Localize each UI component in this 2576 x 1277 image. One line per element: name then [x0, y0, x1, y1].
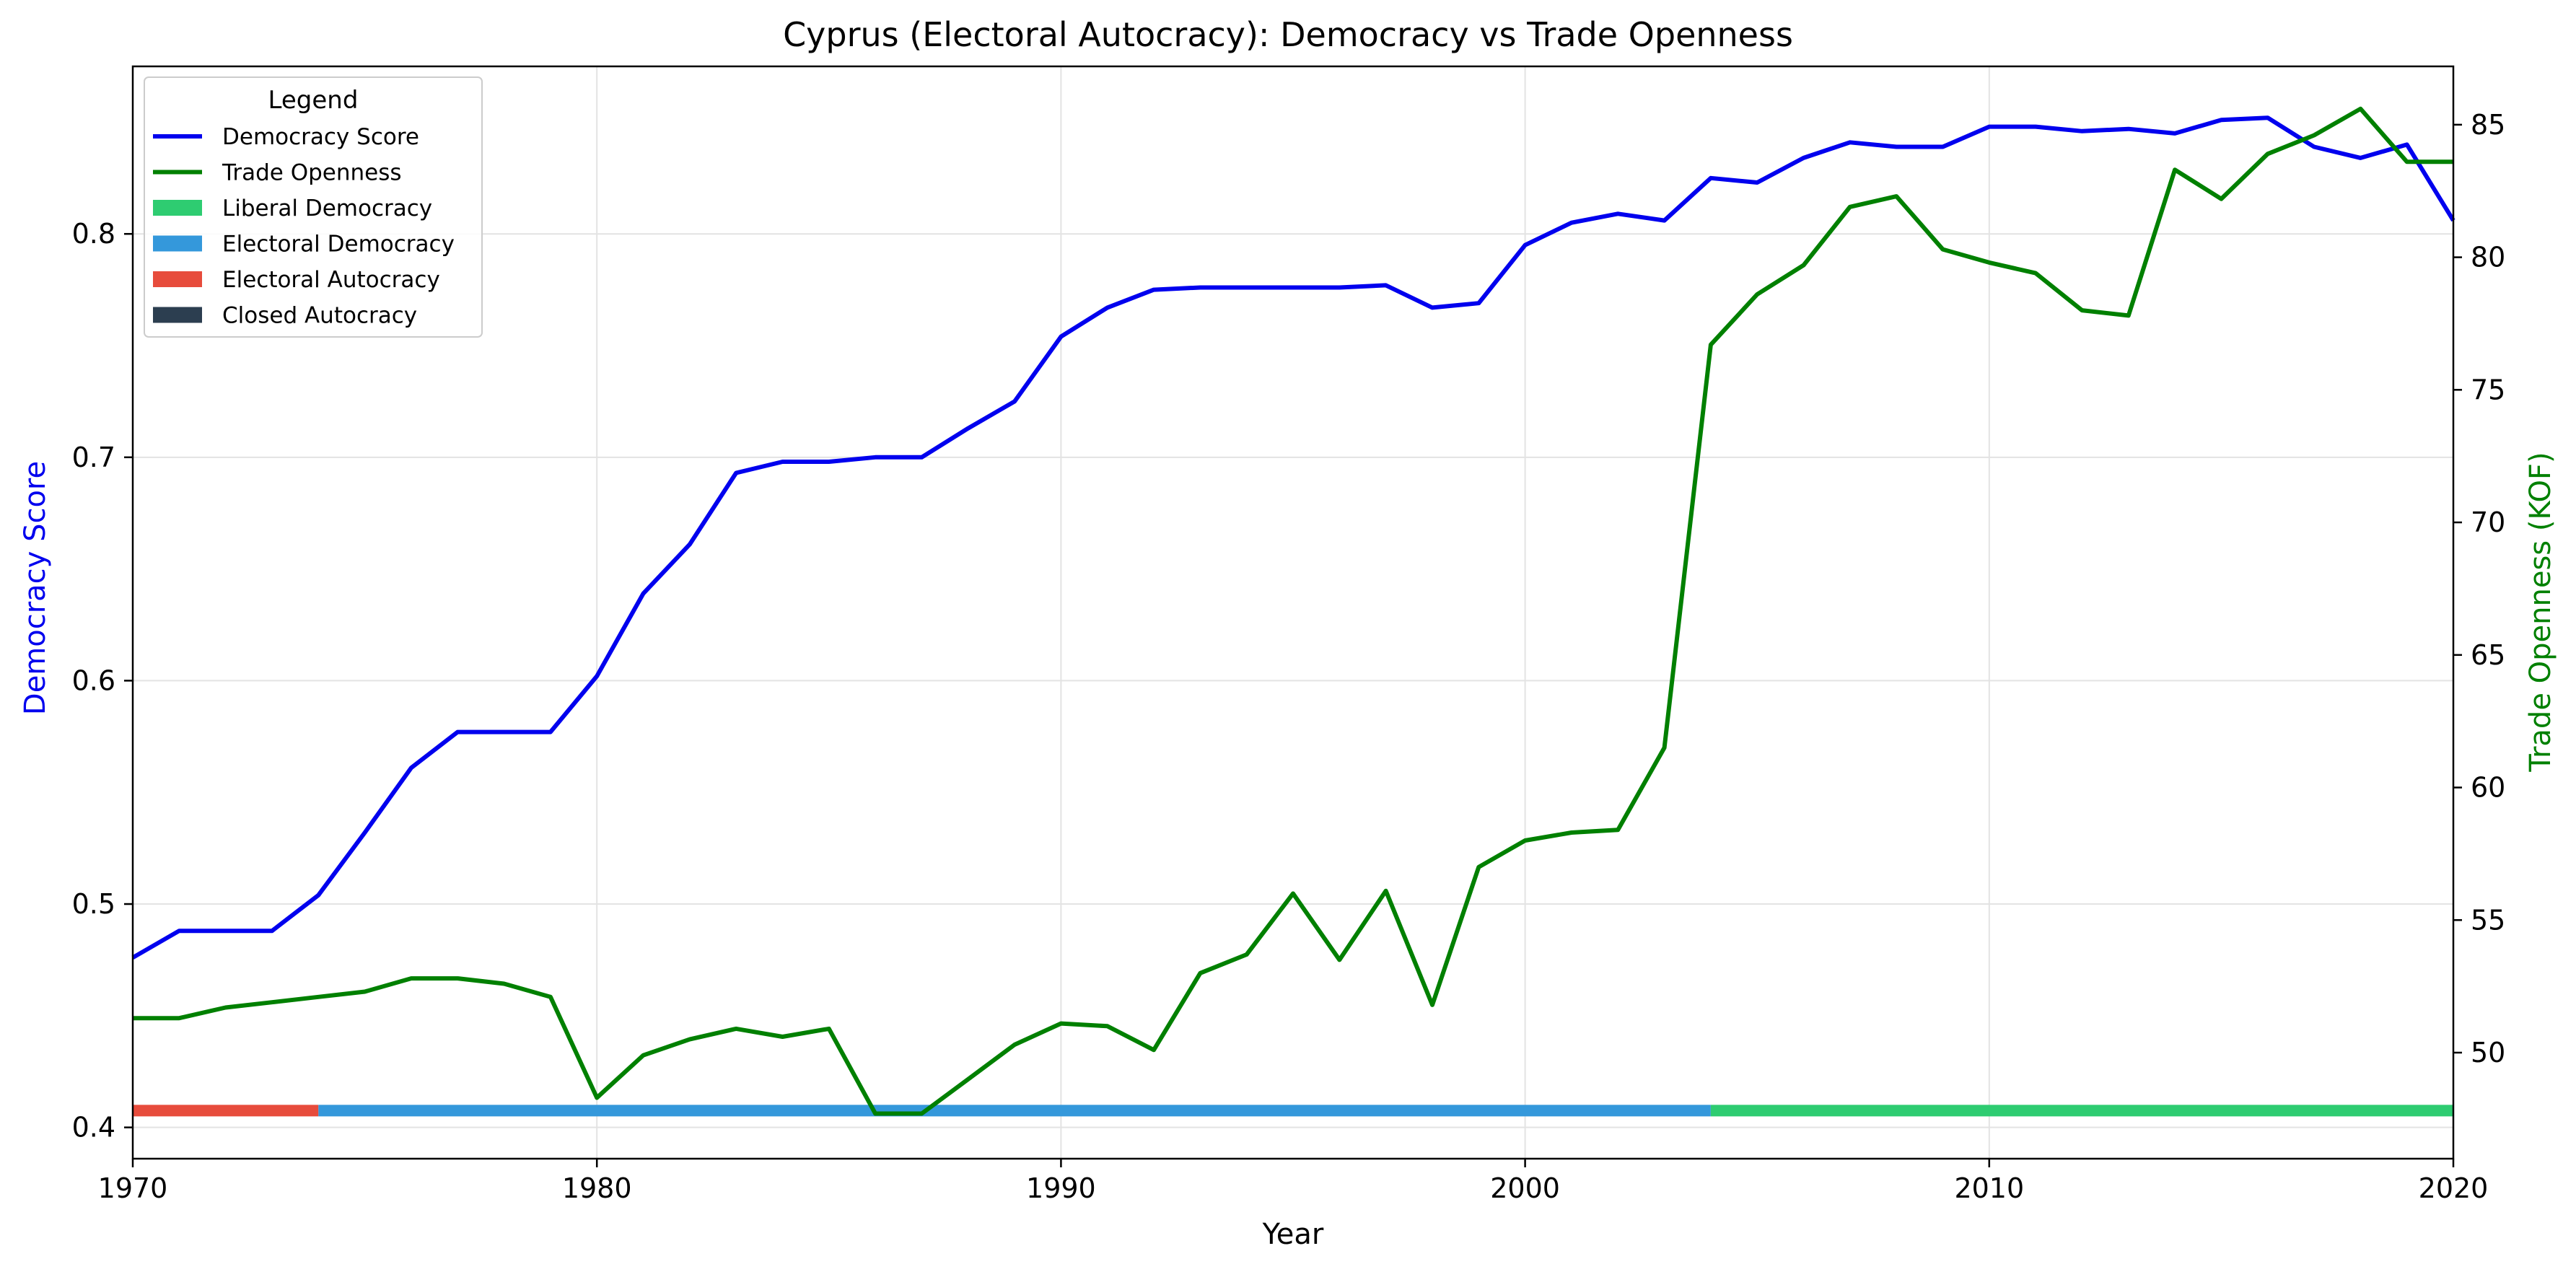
- chart-title: Cyprus (Electoral Autocracy): Democracy …: [783, 15, 1793, 54]
- y-axis-label-left: Democracy Score: [19, 461, 52, 715]
- y-tick-label-right: 55: [2471, 904, 2505, 936]
- y-tick-label-right: 65: [2471, 639, 2505, 671]
- legend-frame: [144, 76, 483, 338]
- axes-layer: 1970 1980 1990 2000 2010 2020 0.4 0.5 0.6 0.7 0.8 5…: [72, 65, 2505, 1204]
- legend-entry-label: Electoral Autocracy: [222, 267, 440, 293]
- y-tick-label-right: 60: [2471, 772, 2505, 804]
- legend-entry-label: Liberal Democracy: [222, 196, 432, 221]
- plot-frame: [131, 65, 2455, 1160]
- x-tick-label: 1970: [98, 1172, 168, 1204]
- legend: Legend Democracy Score Trade Openness Liber…: [144, 76, 483, 338]
- y-tick-label-right: 85: [2471, 109, 2505, 141]
- x-tick-label: 2010: [1954, 1172, 2024, 1204]
- y-tick-label-left: 0.5: [72, 888, 115, 920]
- x-tick-label: 1980: [562, 1172, 632, 1204]
- y-tick-label-right: 75: [2471, 374, 2505, 405]
- x-tick-label: 2020: [2419, 1172, 2489, 1204]
- y-tick-label-right: 80: [2471, 242, 2505, 273]
- y-tick-label-left: 0.4: [72, 1112, 115, 1144]
- y-tick-label-left: 0.6: [72, 664, 115, 696]
- legend-entry-label: Democracy Score: [222, 124, 419, 150]
- legend-patch-swatch: [153, 307, 202, 323]
- legend-patch-swatch: [153, 271, 202, 287]
- x-tick-label: 2000: [1490, 1172, 1560, 1204]
- y-tick-label-left: 0.7: [72, 442, 115, 473]
- legend-patch-swatch: [153, 235, 202, 252]
- trade-openness-line: [133, 106, 2453, 1116]
- x-axis-label: Year: [1262, 1218, 1324, 1251]
- x-tick-label: 1990: [1026, 1172, 1096, 1204]
- legend-entry-label: Electoral Democracy: [222, 232, 455, 258]
- y-axis-label-right: Trade Openness (KOF): [2524, 452, 2557, 772]
- democracy-score-line: [131, 115, 2455, 960]
- y-tick-label-right: 70: [2471, 506, 2505, 538]
- y-tick-label-left: 0.8: [72, 218, 115, 250]
- series-layer: [131, 106, 2455, 1116]
- y-tick-label-right: 50: [2471, 1037, 2505, 1068]
- legend-patch-swatch: [153, 200, 202, 216]
- legend-entry-label: Closed Autocracy: [222, 303, 417, 329]
- legend-title: Legend: [268, 86, 359, 115]
- legend-entry-label: Trade Openness: [222, 160, 402, 186]
